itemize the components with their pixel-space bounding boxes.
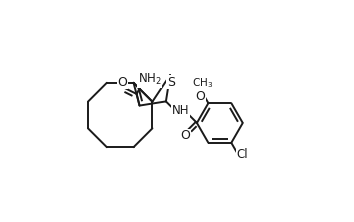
Text: Cl: Cl [237,148,249,161]
Text: O: O [118,76,127,89]
Text: NH$_2$: NH$_2$ [138,72,162,87]
Text: O: O [180,129,190,143]
Text: NH: NH [172,104,189,117]
Text: CH$_3$: CH$_3$ [192,76,213,90]
Text: O: O [195,89,205,103]
Text: S: S [167,75,175,89]
